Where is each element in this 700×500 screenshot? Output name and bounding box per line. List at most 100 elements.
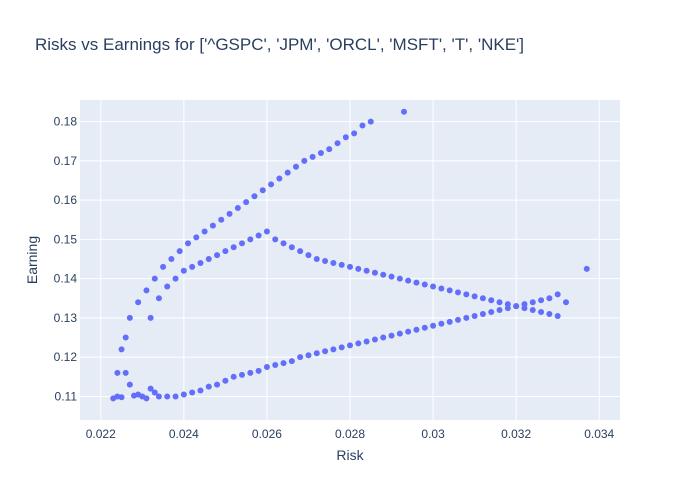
scatter-point[interactable] <box>230 373 237 380</box>
scatter-point[interactable] <box>338 344 345 351</box>
scatter-point[interactable] <box>405 328 412 335</box>
scatter-point[interactable] <box>388 332 395 339</box>
scatter-point[interactable] <box>430 322 437 329</box>
scatter-point[interactable] <box>355 265 362 272</box>
scatter-point[interactable] <box>185 240 191 247</box>
scatter-point[interactable] <box>455 316 461 323</box>
scatter-point[interactable] <box>371 269 378 276</box>
scatter-point[interactable] <box>151 275 158 282</box>
scatter-point[interactable] <box>388 273 395 280</box>
scatter-point[interactable] <box>155 393 162 400</box>
scatter-point[interactable] <box>222 248 229 255</box>
scatter-point[interactable] <box>143 395 150 402</box>
scatter-point[interactable] <box>205 383 212 390</box>
scatter-point[interactable] <box>371 336 378 343</box>
scatter-point[interactable] <box>554 291 561 298</box>
scatter-point[interactable] <box>263 363 270 370</box>
scatter-point[interactable] <box>347 263 353 270</box>
scatter-point[interactable] <box>488 297 495 304</box>
scatter-point[interactable] <box>401 108 407 115</box>
scatter-point[interactable] <box>147 314 154 321</box>
scatter-point[interactable] <box>359 122 366 129</box>
scatter-point[interactable] <box>255 232 262 239</box>
scatter-point[interactable] <box>272 362 279 369</box>
scatter-point[interactable] <box>463 291 470 298</box>
scatter-point[interactable] <box>363 267 370 274</box>
scatter-point[interactable] <box>259 187 266 194</box>
scatter-point[interactable] <box>118 346 125 353</box>
scatter-point[interactable] <box>230 244 237 251</box>
scatter-point[interactable] <box>322 257 329 264</box>
scatter-point[interactable] <box>367 118 374 125</box>
scatter-point[interactable] <box>176 248 183 255</box>
scatter-point[interactable] <box>471 293 478 300</box>
scatter-point[interactable] <box>180 391 187 398</box>
scatter-point[interactable] <box>151 389 158 396</box>
scatter-point[interactable] <box>305 252 312 259</box>
scatter-point[interactable] <box>413 279 420 286</box>
scatter-point[interactable] <box>438 320 445 327</box>
scatter-point[interactable] <box>430 283 437 290</box>
scatter-point[interactable] <box>446 287 453 294</box>
scatter-point[interactable] <box>126 314 133 321</box>
scatter-point[interactable] <box>479 310 486 317</box>
scatter-point[interactable] <box>197 387 204 394</box>
scatter-point[interactable] <box>326 146 333 153</box>
scatter-point[interactable] <box>276 175 283 182</box>
scatter-point[interactable] <box>193 234 200 241</box>
scatter-point[interactable] <box>488 309 495 316</box>
scatter-point[interactable] <box>330 346 337 353</box>
scatter-point[interactable] <box>421 324 428 331</box>
scatter-point[interactable] <box>255 367 262 374</box>
scatter-point[interactable] <box>363 338 370 345</box>
scatter-point[interactable] <box>126 381 133 388</box>
scatter-point[interactable] <box>143 287 150 294</box>
scatter-point[interactable] <box>280 240 287 247</box>
scatter-point[interactable] <box>342 134 349 141</box>
scatter-point[interactable] <box>455 289 461 296</box>
scatter-point[interactable] <box>214 381 221 388</box>
scatter-point[interactable] <box>421 281 428 288</box>
scatter-point[interactable] <box>164 283 171 290</box>
scatter-point[interactable] <box>288 244 295 251</box>
scatter-point[interactable] <box>546 295 553 302</box>
scatter-point[interactable] <box>172 275 179 282</box>
scatter-point[interactable] <box>155 295 162 302</box>
scatter-point[interactable] <box>209 222 216 229</box>
scatter-point[interactable] <box>355 340 362 347</box>
scatter-point[interactable] <box>247 369 254 376</box>
scatter-point[interactable] <box>554 312 561 319</box>
scatter-point[interactable] <box>226 210 233 217</box>
scatter-point[interactable] <box>479 295 486 302</box>
scatter-point[interactable] <box>301 157 308 164</box>
scatter-point[interactable] <box>446 318 453 325</box>
scatter-point[interactable] <box>247 236 254 243</box>
scatter-point[interactable] <box>180 267 187 274</box>
scatter-point[interactable] <box>396 330 403 337</box>
scatter-point[interactable] <box>529 299 536 306</box>
scatter-point[interactable] <box>297 354 304 361</box>
scatter-point[interactable] <box>218 216 225 223</box>
scatter-point[interactable] <box>135 299 142 306</box>
scatter-point[interactable] <box>305 352 312 359</box>
scatter-point[interactable] <box>317 150 324 157</box>
scatter-point[interactable] <box>351 130 358 137</box>
scatter-point[interactable] <box>538 309 545 316</box>
scatter-point[interactable] <box>413 326 420 333</box>
scatter-point[interactable] <box>268 181 275 188</box>
scatter-point[interactable] <box>160 263 167 270</box>
scatter-point[interactable] <box>396 275 403 282</box>
scatter-point[interactable] <box>205 256 212 263</box>
scatter-point[interactable] <box>164 393 171 400</box>
scatter-point[interactable] <box>463 314 470 321</box>
scatter-point[interactable] <box>293 163 299 170</box>
scatter-point[interactable] <box>546 310 553 317</box>
scatter-point[interactable] <box>263 228 270 235</box>
scatter-point[interactable] <box>471 312 478 319</box>
scatter-point[interactable] <box>313 256 320 263</box>
scatter-point[interactable] <box>243 199 250 206</box>
scatter-point[interactable] <box>438 285 445 292</box>
scatter-point[interactable] <box>189 263 196 270</box>
scatter-point[interactable] <box>380 334 387 341</box>
scatter-point[interactable] <box>168 256 175 263</box>
